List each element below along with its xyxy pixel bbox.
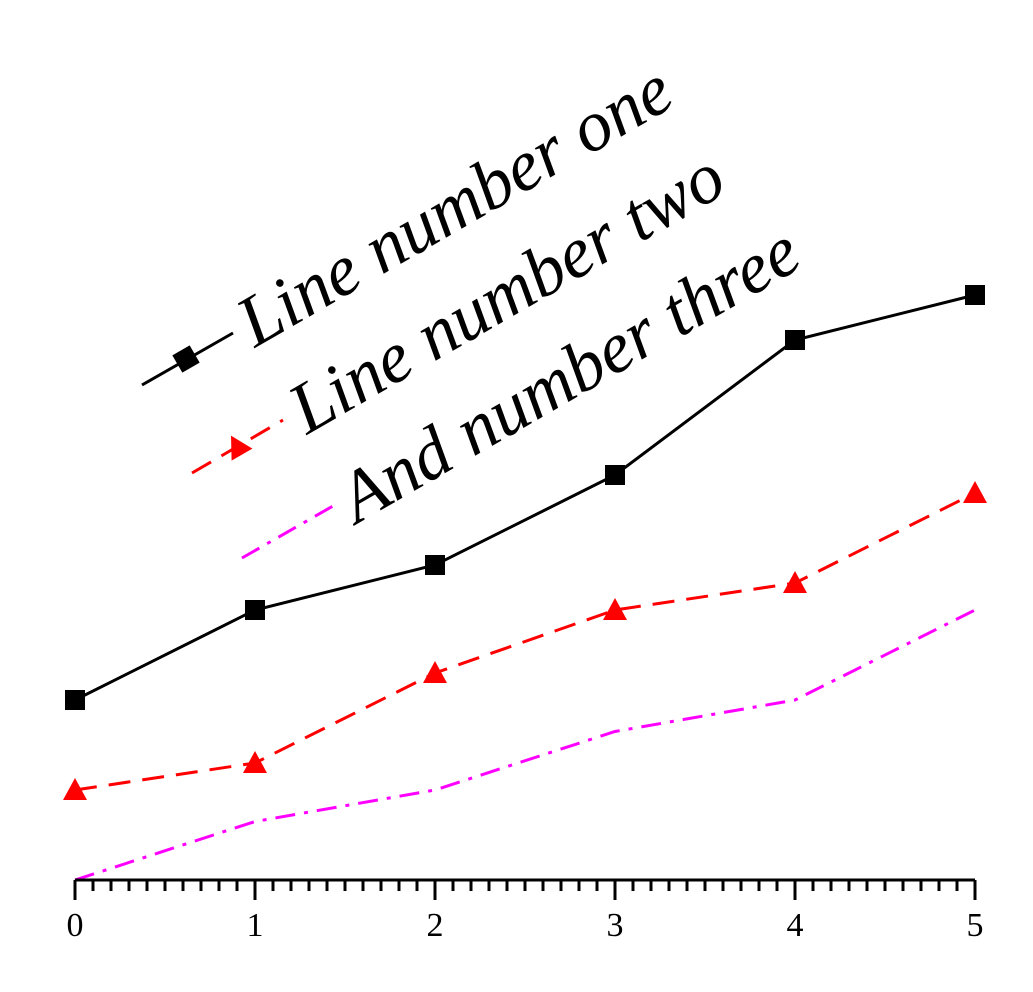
series-1-line xyxy=(74,293,976,702)
x-tick-labels: 0 1 2 3 4 5 xyxy=(67,907,984,944)
legend-swatch-marker xyxy=(172,345,200,373)
x-tick-label: 5 xyxy=(967,907,984,944)
series-2-point xyxy=(963,481,987,503)
series-2-point xyxy=(63,778,87,800)
series-2-point xyxy=(783,571,807,593)
x-tick-label: 2 xyxy=(427,907,444,944)
series-1-point xyxy=(605,465,625,485)
x-axis-ticks xyxy=(73,880,977,900)
series-1-point xyxy=(425,555,445,575)
series-3-line xyxy=(74,608,976,882)
series-1-point xyxy=(65,690,85,710)
x-tick-label: 3 xyxy=(607,907,624,944)
series-lines xyxy=(74,293,976,882)
series-1-point xyxy=(785,330,805,350)
x-tick-label: 4 xyxy=(787,907,804,944)
series-2-point xyxy=(423,661,447,683)
series-2-point xyxy=(603,598,627,620)
legend-swatch-line xyxy=(241,504,334,560)
x-tick-label: 0 xyxy=(67,907,84,944)
series-markers xyxy=(63,285,987,800)
series-1-point xyxy=(965,285,985,305)
series-1-point xyxy=(245,600,265,620)
series-2-point xyxy=(243,751,267,773)
series-2-line xyxy=(74,491,976,792)
legend-swatch-marker xyxy=(231,435,253,461)
legend-swatch-marker-wrap xyxy=(231,435,253,461)
x-tick-label: 1 xyxy=(247,907,264,944)
legend-swatch-marker-wrap xyxy=(172,345,200,373)
